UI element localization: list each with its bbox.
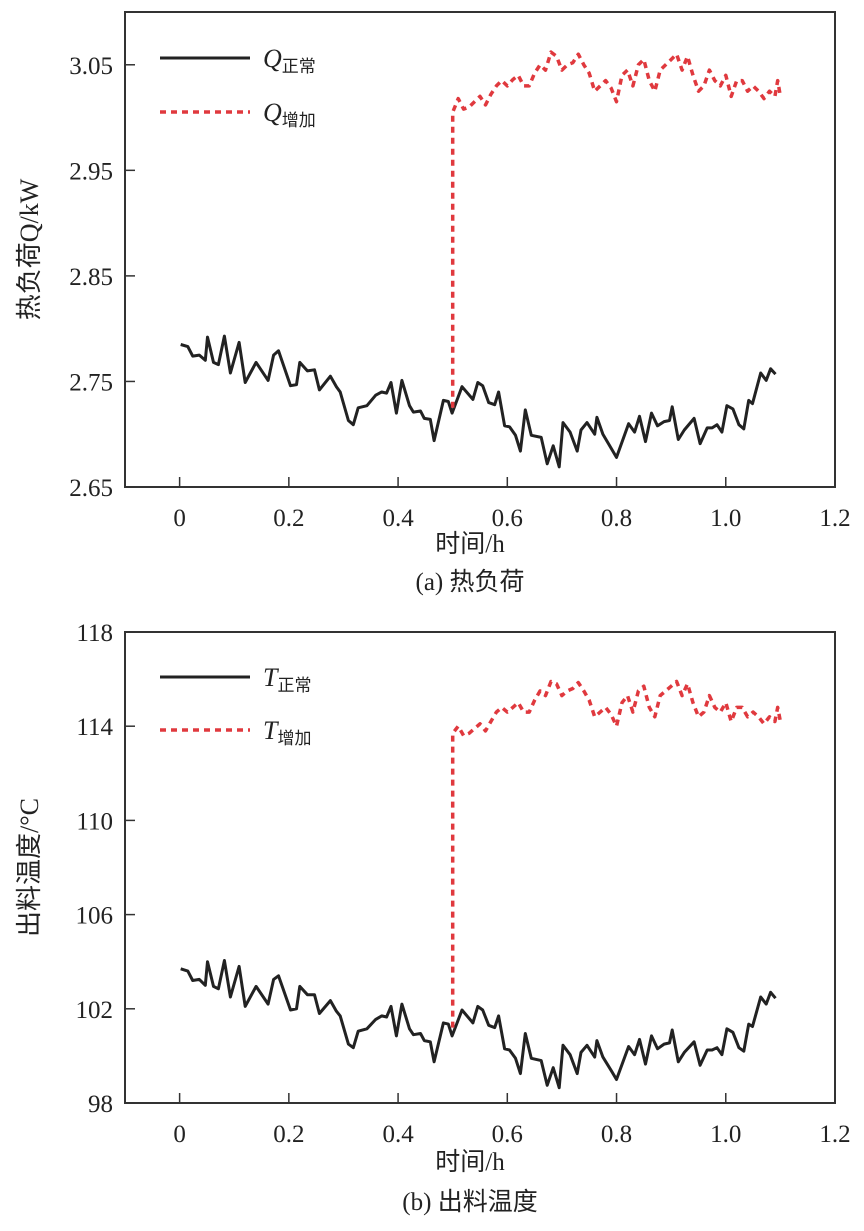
x-tick-label: 1.2 <box>819 1121 850 1148</box>
x-tick-label: 0.4 <box>382 505 414 532</box>
y-axis-label: 热负荷Q/kW <box>15 178 44 320</box>
y-tick-label: 106 <box>76 903 114 930</box>
x-tick-label: 1.0 <box>710 505 741 532</box>
x-tick-label: 0.2 <box>273 505 304 532</box>
x-tick-label: 0.2 <box>273 1121 304 1148</box>
y-tick-label: 2.75 <box>69 369 113 396</box>
x-tick-label: 0.8 <box>601 1121 632 1148</box>
legend-label: Q增加 <box>263 98 316 130</box>
y-tick-label: 2.85 <box>69 264 113 291</box>
legend-subscript: 正常 <box>277 676 311 695</box>
y-tick-label: 2.95 <box>69 158 113 185</box>
series-line-increased <box>450 679 783 1028</box>
x-axis-label: 时间/h <box>435 530 505 558</box>
x-tick-label: 0 <box>173 1121 186 1148</box>
legend-label: Q正常 <box>263 44 316 76</box>
y-tick-label: 114 <box>76 714 113 741</box>
legend-symbol: Q <box>263 44 282 73</box>
y-tick-label: 98 <box>88 1091 113 1118</box>
legend-label: T增加 <box>263 716 311 748</box>
legend-label: T正常 <box>263 663 311 695</box>
series-line-increased <box>450 50 783 408</box>
y-tick-label: 102 <box>76 997 114 1024</box>
legend-subscript: 正常 <box>282 57 316 76</box>
y-tick-label: 110 <box>76 808 113 835</box>
x-tick-label: 0 <box>173 505 186 532</box>
x-axis-label: 时间/h <box>435 1148 505 1176</box>
legend-symbol: T <box>263 663 279 692</box>
x-tick-label: 1.2 <box>819 505 850 532</box>
x-tick-label: 0.4 <box>382 1121 414 1148</box>
panel-caption: (a) 热负荷 <box>416 568 525 596</box>
panel-a: 0 0.2 0.4 0.6 0.8 1.0 1.2 2.65 2.75 2.85 2.95 3.05 时… <box>15 11 851 596</box>
plot-frame <box>124 631 836 1104</box>
panel-caption: (b) 出料温度 <box>402 1188 537 1216</box>
legend-subscript: 增加 <box>277 729 311 748</box>
x-tick-label: 1.0 <box>710 1121 741 1148</box>
y-tick-label: 3.05 <box>69 53 113 80</box>
series-line-normal <box>180 334 777 469</box>
x-tick-label: 0.8 <box>601 505 632 532</box>
panel-b: 0 0.2 0.4 0.6 0.8 1.0 1.2 98 102 106 110 114 118 时间/h… <box>15 620 851 1216</box>
y-tick-label: 118 <box>76 620 113 647</box>
plot-frame <box>124 11 836 488</box>
x-tick-label: 0.6 <box>492 1121 523 1148</box>
y-axis-label: 出料温度/°C <box>15 798 44 937</box>
legend-subscript: 增加 <box>282 111 316 130</box>
series-line-normal <box>180 959 777 1090</box>
x-tick-label: 0.6 <box>492 505 523 532</box>
legend-symbol: T <box>263 716 279 745</box>
legend-symbol: Q <box>263 98 282 127</box>
y-tick-label: 2.65 <box>69 475 113 502</box>
